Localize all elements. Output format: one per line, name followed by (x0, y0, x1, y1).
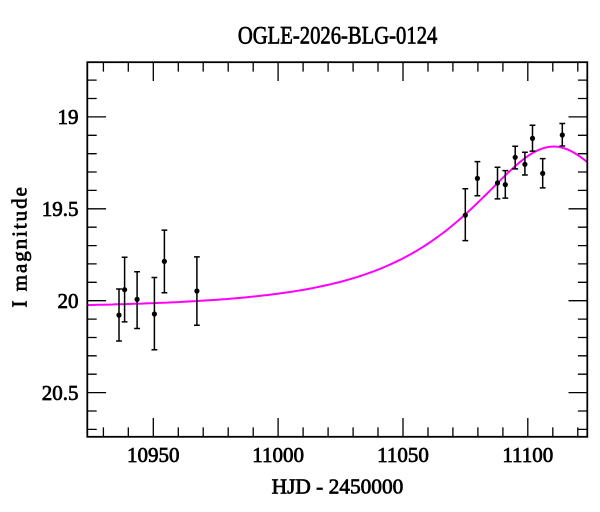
svg-text:20: 20 (58, 289, 79, 313)
svg-text:10950: 10950 (127, 443, 180, 467)
svg-text:20.5: 20.5 (42, 381, 79, 405)
svg-text:19.5: 19.5 (42, 197, 79, 221)
svg-text:11000: 11000 (252, 443, 304, 467)
svg-text:11100: 11100 (502, 443, 553, 467)
svg-text:I magnitude: I magnitude (7, 187, 31, 307)
svg-text:19: 19 (58, 105, 79, 129)
svg-text:OGLE-2026-BLG-0124: OGLE-2026-BLG-0124 (238, 23, 438, 50)
svg-text:HJD - 2450000: HJD - 2450000 (272, 474, 404, 498)
svg-text:11050: 11050 (377, 443, 429, 467)
